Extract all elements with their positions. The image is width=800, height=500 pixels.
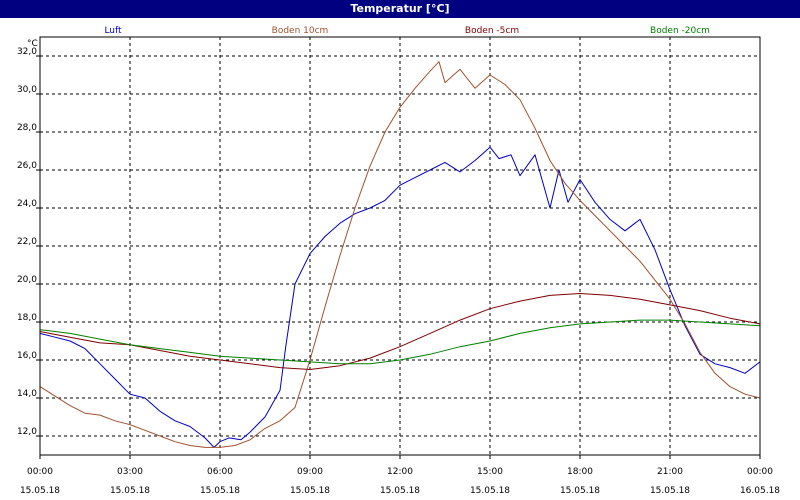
x-tick-date: 15.05.18 <box>20 486 60 496</box>
y-tick-label: 24,0 <box>17 199 37 209</box>
x-tick-time: 21:00 <box>657 467 683 477</box>
x-tick-date: 15.05.18 <box>110 486 150 496</box>
x-tick-date: 16.05.18 <box>740 486 780 496</box>
y-axis-unit: °C <box>27 39 38 49</box>
legend: Luft Boden 10cm Boden -5cm Boden -20cm <box>104 26 710 36</box>
x-tick-date: 15.05.18 <box>200 486 240 496</box>
x-tick-time: 12:00 <box>387 467 413 477</box>
chart-title: Temperatur [°C] <box>0 0 800 18</box>
series-line-boden-5cm <box>39 293 761 370</box>
y-tick-label: 16,0 <box>17 351 37 361</box>
x-axis: 00:00 15.05.18 03:00 15.05.18 06:00 15.05.18 0… <box>20 455 780 496</box>
y-tick-label: 14,0 <box>17 389 37 399</box>
x-tick-date: 15.05.18 <box>650 486 690 496</box>
legend-entry: Boden -5cm <box>465 26 519 36</box>
y-tick-label: 26,0 <box>17 161 37 171</box>
x-tick-time: 09:00 <box>297 467 323 477</box>
y-axis: 12,0 14,0 16,0 18,0 20,0 22,0 24,0 26,0 28,0 30,0… <box>17 47 40 437</box>
x-tick-time: 18:00 <box>567 467 593 477</box>
x-tick-time: 06:00 <box>207 467 233 477</box>
y-tick-label: 22,0 <box>17 237 37 247</box>
legend-entry: Boden -20cm <box>650 26 710 36</box>
x-tick-date: 15.05.18 <box>290 486 330 496</box>
x-tick-time: 03:00 <box>117 467 143 477</box>
grid <box>39 37 761 455</box>
y-tick-label: 18,0 <box>17 313 37 323</box>
y-tick-label: 28,0 <box>17 123 37 133</box>
series-lines <box>39 61 761 448</box>
x-tick-date: 15.05.18 <box>380 486 420 496</box>
x-tick-time: 00:00 <box>747 467 773 477</box>
x-tick-time: 00:00 <box>27 467 53 477</box>
series-line-luft <box>39 146 761 448</box>
x-tick-time: 15:00 <box>477 467 503 477</box>
y-tick-label: 30,0 <box>17 85 37 95</box>
y-tick-label: 12,0 <box>17 427 37 437</box>
x-tick-date: 15.05.18 <box>470 486 510 496</box>
legend-entry: Boden 10cm <box>272 26 329 36</box>
series-line-boden-20cm <box>39 319 761 365</box>
series-line-boden-10cm <box>39 61 761 448</box>
y-tick-label: 20,0 <box>17 275 37 285</box>
x-tick-date: 15.05.18 <box>560 486 600 496</box>
y-tick-label: 32,0 <box>17 47 37 57</box>
legend-entry: Luft <box>104 26 122 36</box>
